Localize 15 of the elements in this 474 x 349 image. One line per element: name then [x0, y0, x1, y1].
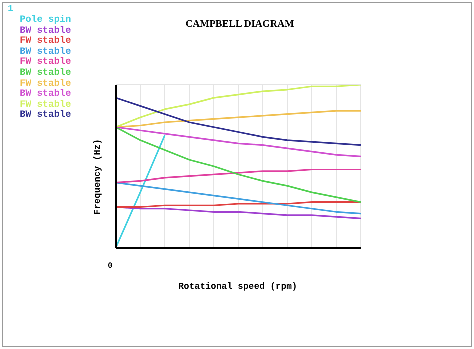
text: BW stable: [20, 66, 72, 79]
x-axis-title: Rotational speed (rpm): [178, 282, 298, 292]
text: Pole spin: [20, 14, 72, 26]
text: BW stable: [20, 46, 72, 57]
text: FW stable: [20, 98, 72, 110]
text: FW stable: [20, 35, 72, 47]
text: 0: [108, 262, 113, 271]
text: FW stable: [20, 78, 72, 89]
text: BW stable: [20, 109, 72, 121]
text: 1: [8, 4, 14, 14]
text: FW stable: [20, 56, 72, 68]
text: BW stable: [20, 24, 72, 36]
text: BW stable: [20, 88, 72, 100]
y-axis-title: Frequency (Hz): [93, 139, 103, 215]
chart-title: CAMPBELL DIAGRAM: [184, 19, 296, 30]
